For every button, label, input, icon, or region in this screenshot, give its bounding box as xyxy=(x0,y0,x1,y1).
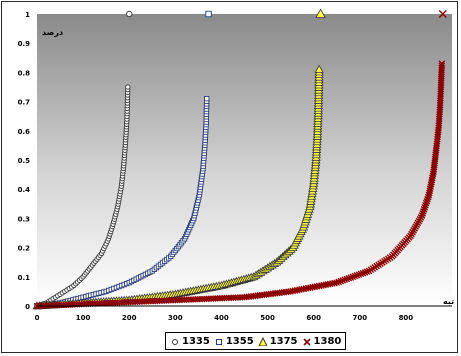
x-tick-label: 200 xyxy=(122,314,137,322)
y-tick-label: 0.1 xyxy=(18,274,31,282)
data-point-1380 xyxy=(424,195,431,203)
y-tick-label: 0.8 xyxy=(18,69,31,77)
legend-label: 1335 xyxy=(182,335,210,347)
legend-marker-square-icon xyxy=(215,338,222,345)
data-point-1375 xyxy=(315,8,326,18)
legend-marker-triangle-icon xyxy=(258,336,267,346)
legend-item-1355: 1355 xyxy=(214,336,254,347)
legend-marker-x-icon xyxy=(302,337,311,346)
y-tick-label: 0.4 xyxy=(18,186,31,194)
data-point-1335 xyxy=(126,10,133,18)
data-point-1380 xyxy=(420,206,428,213)
x-tick-label: 400 xyxy=(214,314,229,322)
x-tick-label: 300 xyxy=(168,314,183,322)
y-tick-label: 1 xyxy=(25,11,30,19)
legend: 1335 1355 1375 1380 xyxy=(165,332,347,350)
series-1335 xyxy=(34,10,133,309)
data-point-1380 xyxy=(438,60,446,67)
legend-label: 1375 xyxy=(269,335,298,347)
y-tick-label: 0.6 xyxy=(18,128,31,136)
legend-item-1335: 1335 xyxy=(170,336,210,347)
x-tick-label: 0 xyxy=(35,314,40,322)
series-1380 xyxy=(33,10,447,310)
x-tick-labels: 0 100 200 300 400 500 600 700 800 xyxy=(35,314,414,322)
legend-item-1380: 1380 xyxy=(302,335,342,347)
plot-area xyxy=(37,14,452,306)
data-point-1380 xyxy=(419,210,427,217)
x-tick-label: 100 xyxy=(76,314,91,322)
x-axis-label: تبه xyxy=(443,297,454,306)
data-point-1380 xyxy=(420,208,427,215)
legend-item-1375: 1375 xyxy=(258,336,298,347)
y-tick-label: 0.7 xyxy=(18,99,31,107)
data-point-1380 xyxy=(421,204,429,211)
y-tick-label: 0.3 xyxy=(18,215,31,223)
data-point-1380 xyxy=(423,197,431,205)
data-point-1375 xyxy=(314,64,324,73)
legend-marker-circle-icon xyxy=(172,338,178,345)
data-point-1380 xyxy=(422,201,429,209)
data-point-1335 xyxy=(125,84,131,90)
data-points xyxy=(32,8,447,310)
y-tick-labels: 0 0.1 0.2 0.3 0.4 0.5 0.6 0.7 0.8 0.9 1 xyxy=(18,11,31,311)
legend-label: 1355 xyxy=(225,335,254,347)
x-tick-label: 600 xyxy=(306,314,321,322)
data-point-1380 xyxy=(422,199,430,207)
y-tick-label: 0.5 xyxy=(18,157,31,165)
x-tick-label: 800 xyxy=(399,314,414,322)
x-tick-label: 700 xyxy=(352,314,367,322)
x-tick-label: 500 xyxy=(260,314,275,322)
data-point-1380 xyxy=(438,62,446,70)
data-point-1380 xyxy=(438,10,447,18)
y-tick-label: 0.2 xyxy=(18,245,31,253)
data-point-1355 xyxy=(205,10,212,18)
legend-label: 1380 xyxy=(313,335,342,347)
y-tick-label: 0 xyxy=(25,303,30,311)
y-axis-label: درصد xyxy=(42,28,63,37)
data-point-1355 xyxy=(204,96,210,102)
data-point-1380 xyxy=(418,212,426,219)
y-tick-label: 0.9 xyxy=(18,40,31,48)
